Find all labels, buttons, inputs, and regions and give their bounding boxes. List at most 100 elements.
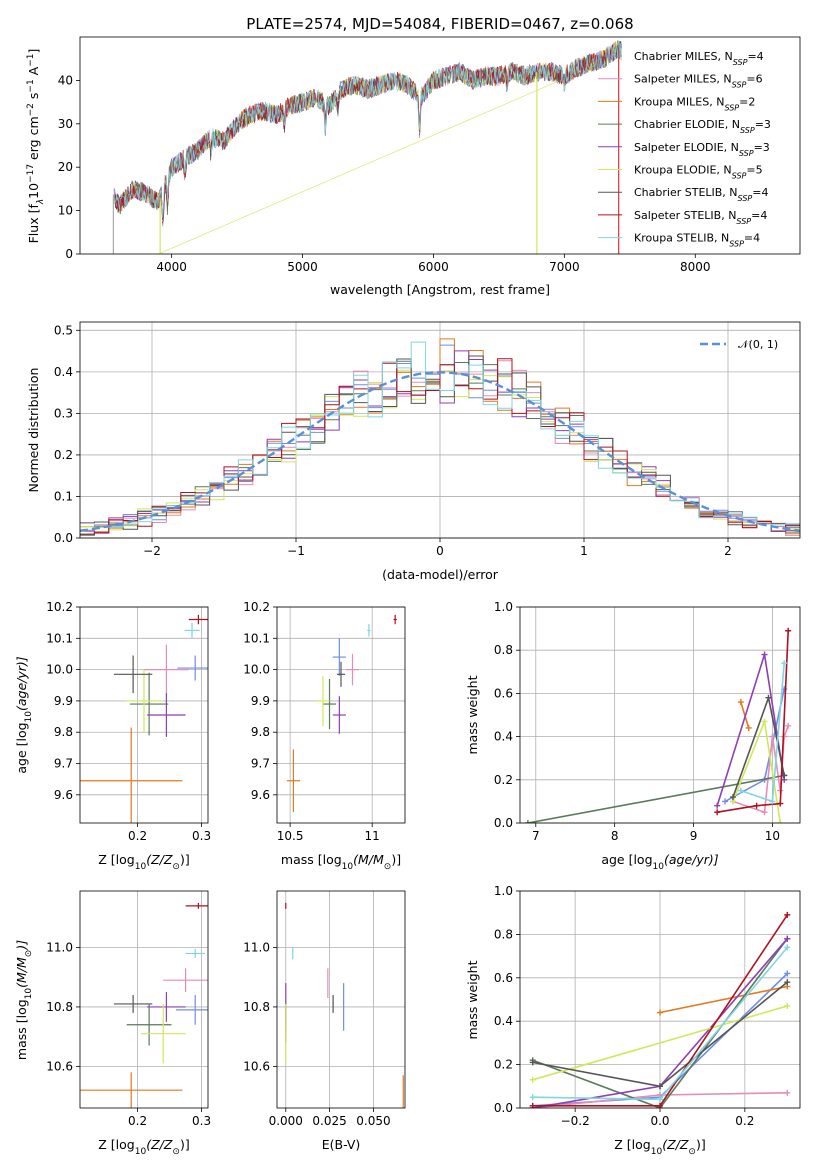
x-axis-label: E(B-V) bbox=[322, 1137, 361, 1152]
weights-kroupa-elodie bbox=[529, 1003, 791, 1083]
tick-label-x: 0 bbox=[436, 544, 444, 558]
tick-label-y: 0.2 bbox=[54, 448, 73, 462]
weight-point bbox=[529, 1076, 536, 1083]
errorbar-kroupa-elodie bbox=[140, 1003, 186, 1064]
weight-point bbox=[745, 724, 752, 731]
tick-label-y: 10.0 bbox=[46, 663, 73, 677]
legend-entry: 𝒩(0, 1) bbox=[738, 338, 778, 351]
y-axis-label: mass weight bbox=[465, 960, 480, 1039]
plot-area-mass-vs-Z bbox=[80, 902, 208, 1108]
weight-line bbox=[717, 630, 789, 813]
plot-area-spectrum bbox=[112, 40, 622, 254]
tick-label-x: 0.2 bbox=[128, 829, 147, 843]
plot-area-age-vs-Z bbox=[80, 614, 208, 823]
legend-entry: Chabrier MILES, NSSP=4 bbox=[634, 50, 764, 67]
tick-label-y: 9.9 bbox=[251, 694, 270, 708]
legend-entry: Salpeter STELIB, NSSP=4 bbox=[634, 209, 767, 226]
tick-label-y: 0 bbox=[65, 247, 73, 261]
legend-entry: Kroupa MILES, NSSP=2 bbox=[634, 95, 755, 112]
weight-point bbox=[657, 1096, 663, 1103]
errorbar-kroupa-miles bbox=[80, 1072, 183, 1108]
axes-residuals: −2 −1 0 1 2 0.0 0.1 0.2 0.3 0.4 0.5 𝒩(0, 1) (data-mo… bbox=[26, 321, 801, 582]
tick-label-y: 0.8 bbox=[494, 643, 513, 657]
weights-salpeter-stelib bbox=[714, 627, 792, 816]
errorbar-salpeter-elodie bbox=[147, 693, 186, 737]
tick-label-x: 2 bbox=[724, 544, 732, 558]
weights-chabrier-stelib bbox=[529, 979, 791, 1090]
y-axis-label: age [log10(age/yr)] bbox=[14, 656, 34, 773]
plot-area-mass-vs-ebv bbox=[285, 902, 404, 1108]
plot-area-age-vs-mass bbox=[286, 614, 397, 813]
tick-label-x: 6000 bbox=[418, 260, 449, 274]
weight-line bbox=[532, 1005, 788, 1081]
legend-entry: Chabrier STELIB, NSSP=4 bbox=[634, 186, 768, 203]
axes-weight-vs-Z: −0.2 0.0 0.2 0.0 0.2 0.4 0.6 0.8 1.0 Z [log10(Z/Z… bbox=[465, 884, 801, 1157]
weight-line bbox=[527, 774, 785, 823]
tick-label-y: 10.8 bbox=[243, 1000, 270, 1014]
weight-point bbox=[529, 1094, 536, 1101]
tick-label-x: 0.000 bbox=[269, 1114, 303, 1128]
tick-label-x: 0.025 bbox=[312, 1114, 346, 1128]
tick-label-y: 9.8 bbox=[54, 725, 73, 739]
errorbar-chabrier-stelib bbox=[113, 995, 153, 1013]
normal-curve bbox=[80, 371, 800, 532]
errorbar-salpeter-stelib bbox=[185, 902, 208, 909]
plot-area-weight-vs-Z bbox=[529, 911, 791, 1108]
weight-point bbox=[722, 798, 729, 805]
axes-frame bbox=[276, 890, 406, 1109]
tick-label-x: 0.0 bbox=[650, 1114, 669, 1128]
weight-point bbox=[714, 809, 721, 816]
x-axis-label: Z [log10(Z/Z⊙)] bbox=[614, 1137, 705, 1157]
axes-frame bbox=[79, 321, 801, 539]
legend-entry: Salpeter MILES, NSSP=6 bbox=[634, 73, 763, 90]
tick-label-x: 8 bbox=[611, 829, 619, 843]
tick-label-x: 9 bbox=[690, 829, 698, 843]
weights-kroupa-stelib bbox=[529, 944, 791, 1103]
tick-label-x: 1 bbox=[580, 544, 588, 558]
weight-point bbox=[784, 1003, 791, 1010]
weight-point bbox=[784, 1089, 791, 1096]
legend-entry: Salpeter ELODIE, NSSP=3 bbox=[634, 141, 770, 158]
tick-label-y: 10.0 bbox=[243, 663, 270, 677]
tick-label-y: 9.7 bbox=[251, 757, 270, 771]
tick-label-y: 40 bbox=[58, 73, 73, 87]
weight-point bbox=[785, 627, 792, 634]
errorbar-salpeter-stelib bbox=[188, 614, 208, 625]
tick-label-x: −0.2 bbox=[561, 1114, 590, 1128]
tick-label-y: 0.4 bbox=[494, 1014, 513, 1028]
x-axis-label: mass [log10(M/M⊙)] bbox=[281, 852, 401, 872]
x-axis-label: Z [log10(Z/Z⊙)] bbox=[98, 1137, 189, 1157]
tick-label-y: 0.6 bbox=[494, 686, 513, 700]
weight-point bbox=[769, 798, 776, 805]
axes-frame bbox=[519, 890, 801, 1109]
tick-label-x: 11 bbox=[365, 829, 380, 843]
weight-point bbox=[737, 787, 744, 794]
weight-point bbox=[777, 820, 784, 823]
weight-point bbox=[784, 911, 791, 918]
tick-label-y: 20 bbox=[58, 160, 73, 174]
tick-label-y: 10.6 bbox=[46, 1059, 73, 1073]
weights-salpeter-stelib bbox=[529, 911, 791, 1108]
tick-label-y: 0.6 bbox=[494, 971, 513, 985]
errorbar-chabrier-stelib bbox=[113, 655, 153, 694]
y-axis-label: Flux [fλ10−17 erg cm−2 s−1 A−1] bbox=[26, 49, 46, 244]
tick-label-y: 10.2 bbox=[46, 600, 73, 614]
weight-point bbox=[785, 722, 792, 729]
weight-point bbox=[784, 944, 791, 951]
weight-point bbox=[761, 809, 768, 816]
tick-label-y: 9.7 bbox=[54, 757, 73, 771]
errorbar-salpeter-elodie bbox=[147, 992, 186, 1022]
tick-label-y: 11.0 bbox=[243, 940, 270, 954]
y-axis-label: mass weight bbox=[465, 675, 480, 754]
tick-label-x: 0.3 bbox=[192, 829, 211, 843]
tick-label-x: 0.2 bbox=[735, 1114, 754, 1128]
tick-label-y: 9.9 bbox=[54, 694, 73, 708]
weight-point bbox=[784, 935, 791, 942]
errorbar-kroupa-miles bbox=[80, 727, 183, 823]
x-axis-label: (data-model)/error bbox=[382, 567, 499, 582]
errorbar-chabrier-elodie bbox=[126, 1003, 172, 1046]
spectrum-kroupa-stelib bbox=[113, 40, 622, 218]
axes-frame bbox=[519, 606, 801, 824]
tick-label-y: 0.2 bbox=[494, 1058, 513, 1072]
